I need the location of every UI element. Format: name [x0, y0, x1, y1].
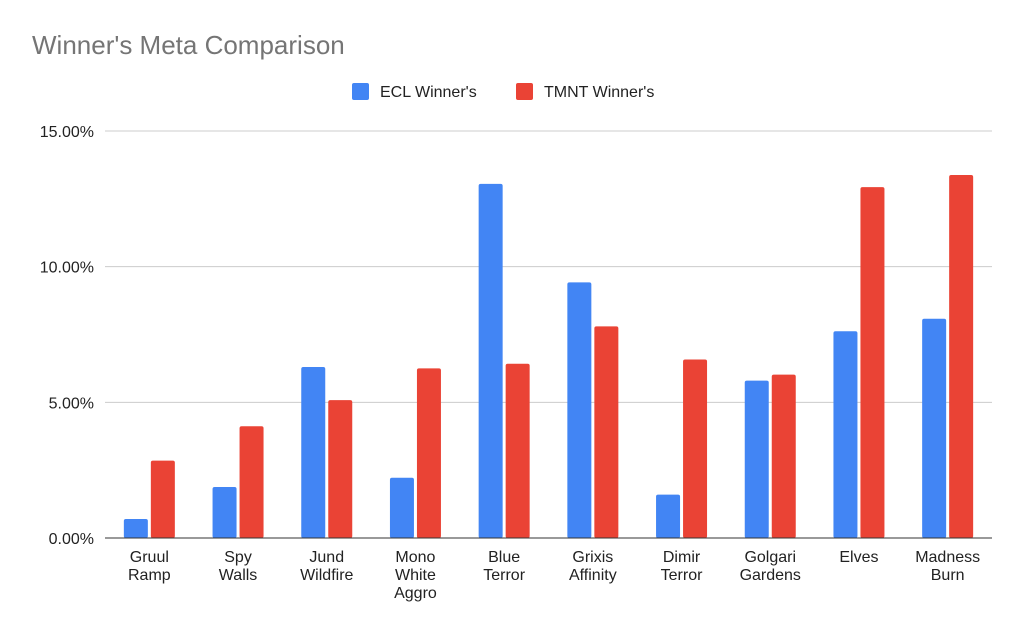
- bars: [105, 174, 992, 539]
- x-tick-label-line: Jund: [309, 549, 344, 566]
- x-tick-label-0: Gruul Ramp: [128, 549, 171, 584]
- gridlines: [105, 130, 992, 539]
- x-tick-label-line: Terror: [661, 567, 703, 584]
- bar-tmnt-5: [594, 326, 619, 538]
- bar-tmnt-2: [328, 400, 353, 538]
- x-tick-label-line: Dimir: [663, 549, 701, 566]
- bar-ecl-3: [389, 477, 414, 538]
- x-tick-label-line: Gardens: [740, 567, 801, 584]
- x-tick-label-3: Mono White Aggro: [394, 549, 437, 602]
- x-tick-label-line: Gruul: [130, 549, 169, 566]
- bar-tmnt-9: [949, 174, 974, 538]
- x-tick-label-4: Blue Terror: [483, 549, 525, 584]
- x-tick-label-line: Mono: [395, 549, 435, 566]
- y-tick-label-1: 5.00%: [49, 395, 94, 412]
- x-tick-label-line: Spy: [224, 549, 252, 566]
- legend-label-0: ECL Winner's: [380, 84, 477, 101]
- x-tick-label-line: Ramp: [128, 567, 171, 584]
- bar-ecl-0: [123, 519, 148, 538]
- x-tick-label-line: White: [395, 567, 436, 584]
- x-tick-label-line: Burn: [931, 567, 965, 584]
- x-tick-label-7: Golgari Gardens: [740, 549, 801, 584]
- bar-ecl-1: [212, 486, 237, 538]
- bar-tmnt-0: [150, 460, 175, 538]
- bar-ecl-2: [301, 367, 326, 538]
- x-tick-label-line: Affinity: [569, 567, 617, 584]
- x-tick-label-6: Dimir Terror: [661, 549, 703, 584]
- x-tick-label-line: Aggro: [394, 585, 437, 602]
- x-tick-label-line: Blue: [488, 549, 520, 566]
- legend-swatch-1: [516, 83, 533, 100]
- bar-ecl-4: [478, 183, 503, 538]
- bar-tmnt-6: [683, 359, 708, 538]
- bar-tmnt-3: [416, 368, 441, 538]
- x-tick-label-line: Elves: [839, 549, 878, 566]
- x-tick-label-1: Spy Walls: [219, 549, 258, 584]
- bar-ecl-8: [833, 331, 858, 538]
- x-tick-label-5: Grixis Affinity: [569, 549, 617, 584]
- y-axis-ticks: 0.00% 5.00% 10.00% 15.00%: [40, 124, 94, 548]
- y-tick-label-2: 10.00%: [40, 260, 94, 277]
- bar-ecl-5: [567, 282, 592, 538]
- x-tick-label-8: Elves: [839, 549, 878, 566]
- x-tick-label-line: Wildfire: [300, 567, 353, 584]
- chart-title: Winner's Meta Comparison: [32, 30, 345, 60]
- bar-tmnt-4: [505, 363, 530, 538]
- bar-ecl-9: [922, 318, 947, 538]
- y-tick-label-0: 0.00%: [49, 531, 94, 548]
- bar-tmnt-7: [771, 374, 796, 538]
- bar-ecl-6: [656, 494, 681, 538]
- bar-ecl-7: [744, 380, 769, 538]
- x-tick-label-line: Terror: [483, 567, 525, 584]
- x-axis-labels: Gruul Ramp Spy Walls Jund Wildfire Mono White Ag…: [128, 549, 980, 602]
- y-tick-label-3: 15.00%: [40, 124, 94, 141]
- legend-swatch-0: [352, 83, 369, 100]
- x-tick-label-line: Grixis: [572, 549, 613, 566]
- x-tick-label-line: Walls: [219, 567, 258, 584]
- bar-tmnt-1: [239, 426, 264, 538]
- bar-tmnt-8: [860, 187, 885, 538]
- x-tick-label-line: Golgari: [744, 549, 796, 566]
- legend: ECL Winner's TMNT Winner's: [352, 83, 654, 101]
- x-tick-label-2: Jund Wildfire: [300, 549, 353, 584]
- x-tick-label-9: Madness Burn: [915, 549, 980, 584]
- legend-label-1: TMNT Winner's: [544, 84, 654, 101]
- x-tick-label-line: Madness: [915, 549, 980, 566]
